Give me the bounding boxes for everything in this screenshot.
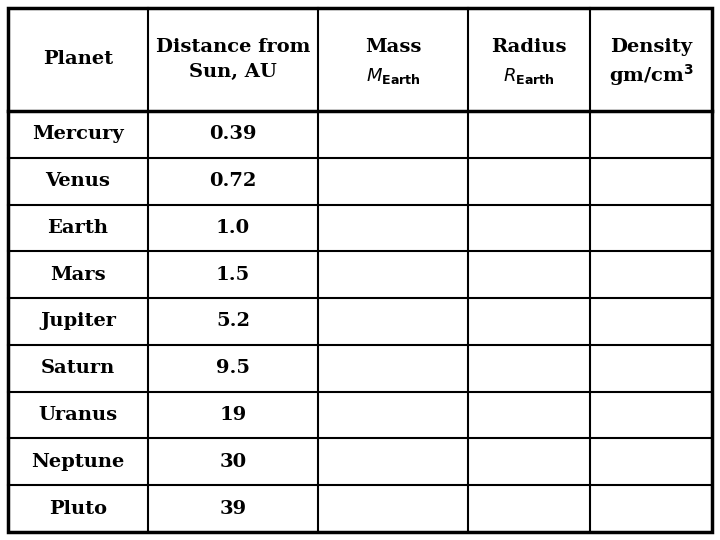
Text: Venus: Venus <box>45 172 110 190</box>
Text: Earth: Earth <box>48 219 109 237</box>
Text: 19: 19 <box>220 406 247 424</box>
Text: gm/cm$^{\mathbf{3}}$: gm/cm$^{\mathbf{3}}$ <box>608 63 693 89</box>
Text: Radius: Radius <box>491 38 567 57</box>
Text: 30: 30 <box>220 453 246 471</box>
Text: Uranus: Uranus <box>38 406 117 424</box>
Text: 5.2: 5.2 <box>216 313 250 330</box>
Text: 1.0: 1.0 <box>216 219 250 237</box>
Text: Jupiter: Jupiter <box>40 313 116 330</box>
Text: Density: Density <box>610 38 692 57</box>
Text: Mercury: Mercury <box>32 125 124 144</box>
Text: 1.5: 1.5 <box>216 266 250 284</box>
Text: Distance from
Sun, AU: Distance from Sun, AU <box>156 38 310 81</box>
Text: Neptune: Neptune <box>32 453 125 471</box>
Text: 0.72: 0.72 <box>210 172 257 190</box>
Text: Pluto: Pluto <box>49 500 107 518</box>
Text: 39: 39 <box>220 500 246 518</box>
Text: 9.5: 9.5 <box>216 359 250 377</box>
Text: $M_{\mathbf{Earth}}$: $M_{\mathbf{Earth}}$ <box>366 65 420 85</box>
Text: Mars: Mars <box>50 266 106 284</box>
Text: 0.39: 0.39 <box>210 125 257 144</box>
Text: Mass: Mass <box>365 38 421 57</box>
Text: Planet: Planet <box>43 51 113 69</box>
Text: $R_{\mathbf{Earth}}$: $R_{\mathbf{Earth}}$ <box>503 65 555 85</box>
Text: Saturn: Saturn <box>41 359 115 377</box>
